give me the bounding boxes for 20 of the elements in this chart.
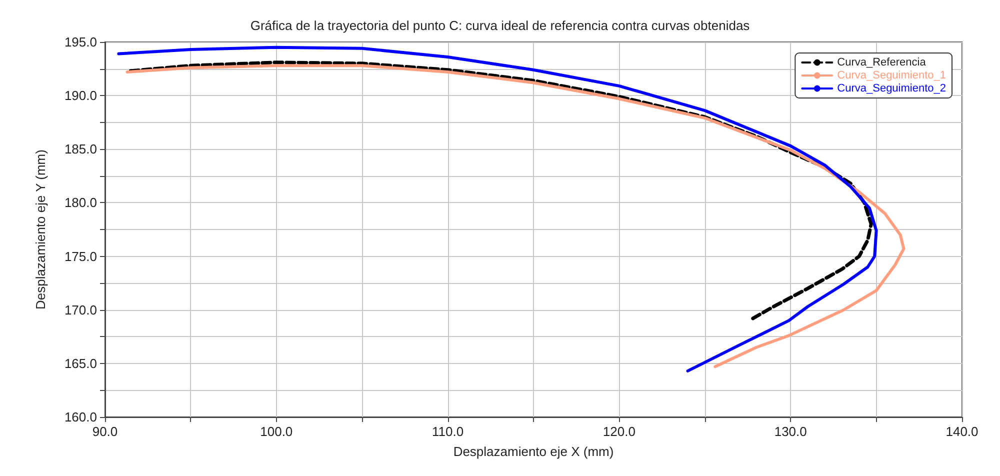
x-axis-title: Desplazamiento eje X (mm) bbox=[453, 444, 614, 459]
chart-title: Gráfica de la trayectoria del punto C: curva ideal de referencia contra curvas obtenidas bbox=[250, 18, 750, 33]
y-tick-label: 180.0 bbox=[64, 195, 97, 210]
x-tick-label: 130.0 bbox=[774, 424, 807, 439]
y-tick-label: 165.0 bbox=[64, 356, 97, 371]
y-tick-label: 195.0 bbox=[64, 34, 97, 50]
legend-label: Curva_Seguimiento_2 bbox=[837, 82, 946, 94]
legend-label: Curva_Seguimiento_1 bbox=[837, 70, 946, 82]
y-tick-label: 175.0 bbox=[64, 248, 97, 264]
x-tick-label: 100.0 bbox=[260, 424, 293, 439]
legend-label: Curva_Referencia bbox=[837, 56, 927, 68]
x-tick-label: 90.0 bbox=[92, 424, 118, 439]
y-tick-label: 160.0 bbox=[64, 410, 97, 424]
x-tick-label: 110.0 bbox=[432, 424, 464, 439]
y-axis-title: Desplazamiento eje Y (mm) bbox=[33, 150, 48, 310]
x-tick-label: 120.0 bbox=[602, 424, 636, 439]
x-tick-label: 140.0 bbox=[946, 424, 978, 439]
y-tick-label: 185.0 bbox=[64, 142, 97, 157]
y-tick-label: 170.0 bbox=[64, 302, 97, 318]
y-tick-label: 190.0 bbox=[64, 88, 97, 104]
